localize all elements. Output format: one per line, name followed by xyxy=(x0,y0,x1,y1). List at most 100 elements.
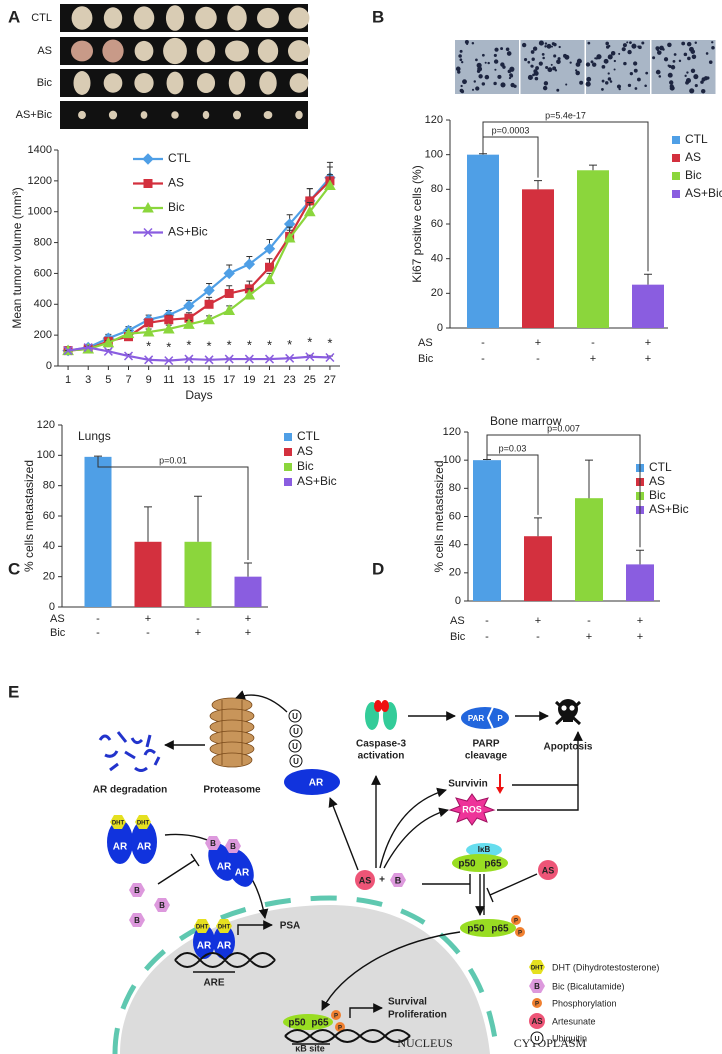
legend-label: Bic xyxy=(168,200,185,214)
nucleus-dot xyxy=(524,58,528,62)
nucleus-dot xyxy=(670,65,676,70)
label: AR xyxy=(217,862,232,873)
label: P xyxy=(518,931,522,937)
nucleus-dot xyxy=(497,74,502,79)
error-bar xyxy=(534,517,542,537)
nucleus-dot xyxy=(538,61,543,66)
y-tick-label: 20 xyxy=(43,571,55,583)
bar xyxy=(577,170,609,328)
nucleus-dot xyxy=(633,68,638,73)
p-value: p=5.4e-17 xyxy=(545,110,586,120)
significance: * xyxy=(207,338,212,353)
ar-dimer xyxy=(107,815,157,864)
tumor xyxy=(103,73,123,93)
treatment-label: AS xyxy=(50,613,65,625)
treatment-sign: + xyxy=(586,631,592,643)
treatment-sign: - xyxy=(536,353,540,365)
x-tick-label: 9 xyxy=(146,374,152,386)
significance: * xyxy=(166,339,171,354)
tumor xyxy=(133,6,155,30)
y-tick-label: 400 xyxy=(34,298,52,310)
y-axis-title: % cells metastasized xyxy=(432,460,446,572)
marker xyxy=(204,355,214,365)
ar-bic xyxy=(226,849,254,887)
nucleus-dot xyxy=(538,40,544,46)
tumor xyxy=(196,72,216,94)
tumor xyxy=(165,5,185,31)
nucleus-dot xyxy=(621,47,626,52)
histology-photo xyxy=(455,40,519,94)
label: Apoptosis xyxy=(544,742,593,753)
legend-text: Bic (Bicalutamide) xyxy=(552,981,625,991)
y-tick-label: 200 xyxy=(34,329,52,341)
label: Proteasome xyxy=(203,785,261,796)
tumor xyxy=(73,71,91,95)
legend-symbol: U xyxy=(534,1036,539,1043)
label: AR xyxy=(137,842,152,853)
tumor xyxy=(259,71,277,95)
nucleus-dot xyxy=(700,80,704,84)
nucleus-dot xyxy=(502,65,506,69)
legend-label: AS+Bic xyxy=(685,186,722,200)
x-tick-label: 15 xyxy=(203,374,215,386)
series-line xyxy=(67,184,331,352)
nucleus-dot xyxy=(546,43,552,49)
ar-dna xyxy=(193,919,235,959)
marker xyxy=(223,267,235,280)
p-value: p=0.03 xyxy=(499,443,527,453)
label: p65 xyxy=(484,859,502,870)
legend-e xyxy=(529,960,545,1045)
x-tick-label: 23 xyxy=(284,374,296,386)
label: AR degradation xyxy=(93,785,167,796)
marker xyxy=(324,179,336,190)
label: + xyxy=(379,875,385,886)
tumor xyxy=(228,71,246,95)
caspase xyxy=(381,700,389,712)
legend-swatch xyxy=(672,172,680,180)
nucleus-dot xyxy=(607,54,613,60)
x-tick-label: 3 xyxy=(85,374,91,386)
tumor xyxy=(287,40,311,62)
nucleus-dot xyxy=(544,45,547,48)
nucleus-dot xyxy=(484,74,490,80)
nucleus-dot xyxy=(652,56,656,60)
x-tick-label: 21 xyxy=(263,374,275,386)
label: ROS xyxy=(462,804,482,814)
tumor xyxy=(71,6,93,30)
ubiquitin-chain xyxy=(289,724,303,738)
nucleus-dot xyxy=(673,53,677,56)
nucleus-dot xyxy=(690,49,696,54)
row-label: AS+Bic xyxy=(16,109,53,121)
ar-fragments xyxy=(104,750,119,758)
nucleus-dot xyxy=(475,58,478,62)
series-line xyxy=(67,346,330,362)
label: AR xyxy=(197,941,212,952)
phospho xyxy=(335,1022,345,1032)
nucleus-dot xyxy=(493,81,497,86)
nucleus-dot xyxy=(505,47,510,52)
y-tick-label: 100 xyxy=(37,449,55,461)
label: P xyxy=(338,1026,342,1032)
marker xyxy=(283,231,296,243)
treatment-sign: + xyxy=(645,337,651,349)
treatment-sign: - xyxy=(196,613,200,625)
marker xyxy=(144,318,154,328)
treatment-sign: + xyxy=(245,613,251,625)
nucleus-dot xyxy=(627,49,632,55)
panel-letter: E xyxy=(8,682,19,701)
nucleus-dot xyxy=(547,67,553,73)
arrow xyxy=(379,787,447,869)
y-tick-label: 20 xyxy=(449,567,461,579)
marker xyxy=(305,352,315,362)
legend-label: CTL xyxy=(297,429,320,443)
comparison-bracket xyxy=(97,456,249,561)
nucleus-dot xyxy=(609,80,613,83)
nucleus-dot xyxy=(641,41,645,45)
nucleus-dot xyxy=(686,71,689,74)
axis xyxy=(57,150,340,367)
x-tick-label: 11 xyxy=(163,374,174,386)
p-value: p=0.007 xyxy=(547,423,580,433)
label: AR xyxy=(309,778,324,789)
